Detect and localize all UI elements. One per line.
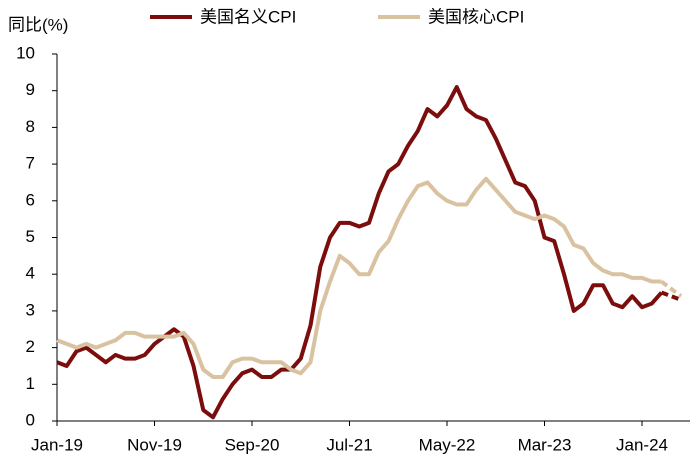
legend-label: 美国名义CPI xyxy=(200,7,296,26)
y-tick-label: 8 xyxy=(26,117,35,136)
y-tick-label: 9 xyxy=(26,80,35,99)
x-tick-label: Jul-21 xyxy=(326,435,372,454)
legend-label: 美国核心CPI xyxy=(428,7,524,26)
y-tick-label: 7 xyxy=(26,154,35,173)
y-tick-label: 2 xyxy=(26,337,35,356)
y-tick-label: 0 xyxy=(26,410,35,429)
y-axis-label: 同比(%) xyxy=(8,15,68,34)
series-line xyxy=(660,290,682,302)
y-tick-label: 6 xyxy=(26,190,35,209)
x-tick-label: Sep-20 xyxy=(225,435,280,454)
x-tick-label: Jan-24 xyxy=(616,435,668,454)
series-line xyxy=(56,85,663,420)
y-tick-label: 10 xyxy=(16,43,35,62)
x-tick-label: Mar-23 xyxy=(518,435,572,454)
series-line xyxy=(660,279,683,298)
y-tick-label: 5 xyxy=(26,227,35,246)
y-tick-label: 1 xyxy=(26,374,35,393)
x-tick-label: Jan-19 xyxy=(31,435,83,454)
y-tick-label: 3 xyxy=(26,300,35,319)
x-tick-label: Nov-19 xyxy=(127,435,182,454)
x-tick-label: May-22 xyxy=(419,435,476,454)
series-line xyxy=(56,176,662,379)
y-tick-label: 4 xyxy=(26,264,35,283)
